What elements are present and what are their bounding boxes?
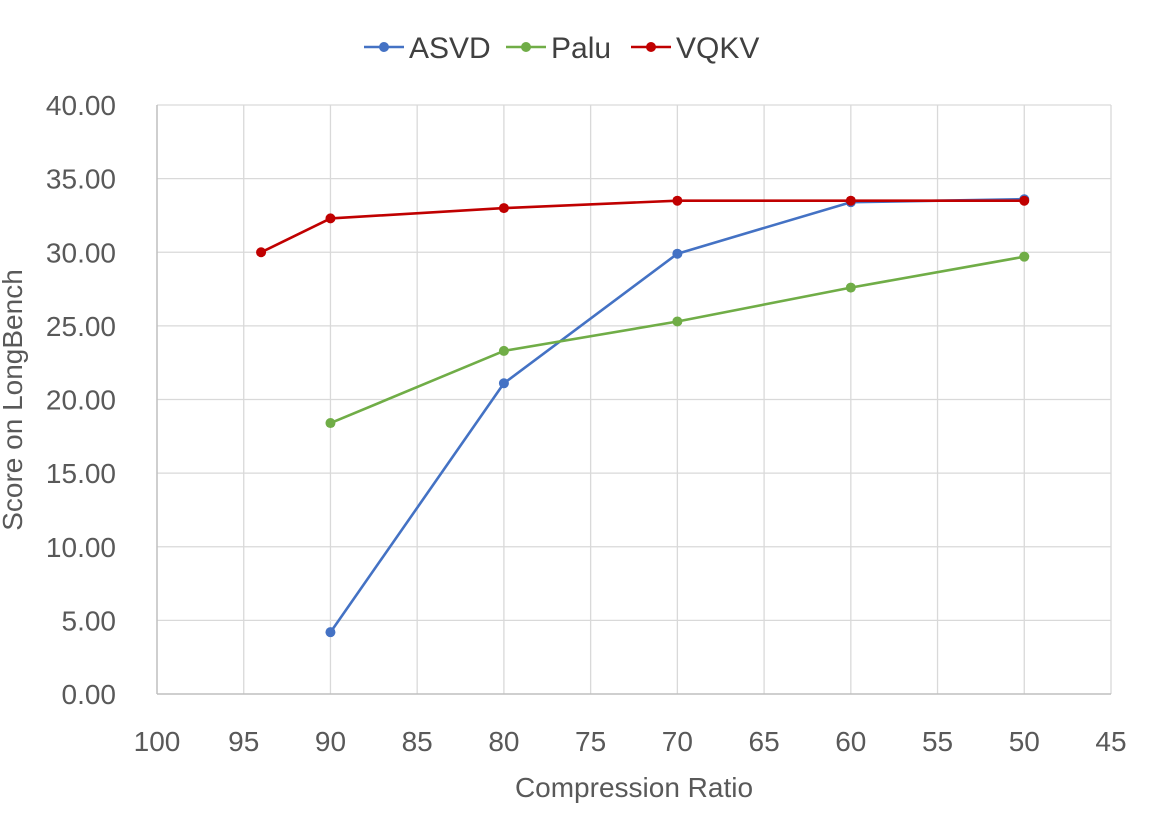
data-point-palu: [672, 316, 683, 327]
x-tick-label: 100: [134, 726, 181, 757]
legend-marker-palu: [521, 42, 531, 52]
legend-item-palu: Palu: [506, 32, 611, 65]
x-tick-label: 95: [228, 726, 259, 757]
x-tick-label: 85: [402, 726, 433, 757]
series-group: [256, 194, 1030, 638]
data-point-vqkv: [845, 195, 856, 206]
y-tick-label: 30.00: [46, 237, 116, 268]
series-vqkv: [256, 195, 1030, 258]
y-axis-title: Score on LongBench: [0, 269, 28, 531]
y-tick-label: 20.00: [46, 385, 116, 416]
data-point-palu: [325, 418, 336, 429]
x-tick-label: 50: [1009, 726, 1040, 757]
x-tick-labels: 100 95 90 85 80 75 70 65 60 55 50 45: [134, 726, 1127, 757]
data-point-palu: [1019, 251, 1030, 262]
legend: ASVD Palu VQKV: [364, 32, 759, 65]
legend-label-asvd: ASVD: [409, 32, 491, 65]
x-tick-label: 70: [662, 726, 693, 757]
legend-marker-vqkv: [646, 42, 656, 52]
data-point-vqkv: [672, 195, 683, 206]
data-point-vqkv: [498, 203, 509, 214]
y-tick-label: 15.00: [46, 458, 116, 489]
x-tick-label: 90: [315, 726, 346, 757]
data-point-palu: [845, 282, 856, 293]
series-palu: [325, 251, 1030, 429]
data-point-vqkv: [325, 213, 336, 224]
x-tick-label: 60: [835, 726, 866, 757]
legend-label-palu: Palu: [551, 32, 611, 65]
data-point-vqkv: [256, 247, 267, 258]
x-tick-label: 65: [749, 726, 780, 757]
legend-item-asvd: ASVD: [364, 32, 491, 65]
x-tick-label: 80: [488, 726, 519, 757]
y-tick-label: 40.00: [46, 90, 116, 121]
y-tick-label: 10.00: [46, 532, 116, 563]
y-tick-label: 0.00: [62, 679, 117, 710]
y-tick-labels: 0.00 5.00 10.00 15.00 20.00 25.00 30.00 35.00 40…: [46, 90, 116, 710]
y-tick-label: 5.00: [62, 605, 117, 636]
x-tick-label: 75: [575, 726, 606, 757]
x-tick-label: 45: [1095, 726, 1126, 757]
series-line-vqkv: [260, 199, 1025, 254]
x-tick-label: 55: [922, 726, 953, 757]
data-point-asvd: [672, 248, 683, 259]
data-point-vqkv: [1019, 195, 1030, 206]
data-point-asvd: [498, 378, 509, 389]
data-point-palu: [498, 345, 509, 356]
legend-marker-asvd: [379, 42, 389, 52]
grid-lines: [157, 104, 1112, 694]
axes: [156, 105, 1111, 695]
y-tick-label: 25.00: [46, 311, 116, 342]
x-axis-title: Compression Ratio: [515, 772, 753, 803]
y-tick-label: 35.00: [46, 164, 116, 195]
legend-label-vqkv: VQKV: [676, 32, 759, 65]
data-point-asvd: [325, 627, 336, 638]
legend-item-vqkv: VQKV: [631, 32, 759, 65]
